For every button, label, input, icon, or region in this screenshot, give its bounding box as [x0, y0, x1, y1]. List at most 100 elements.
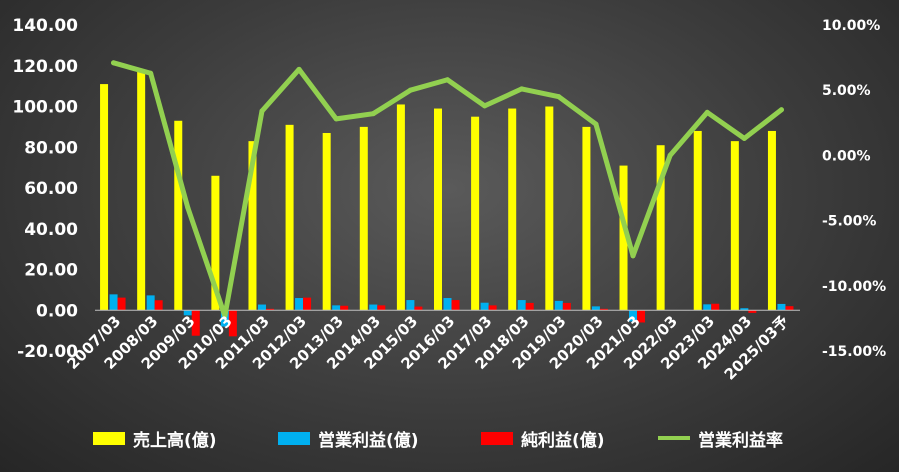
bar-net-profit: [191, 310, 200, 336]
bar-sales: [508, 108, 517, 311]
line-point: [482, 103, 488, 109]
right-tick-label: -15.00%: [822, 344, 886, 360]
bar-operating-profit: [183, 310, 192, 316]
bar-sales: [656, 145, 665, 311]
bar-sales: [545, 106, 554, 311]
bar-sales: [359, 126, 368, 311]
bar-net-profit: [228, 310, 237, 337]
left-tick-label: 20.00: [24, 261, 78, 281]
bar-operating-profit: [406, 300, 415, 311]
bar-net-profit: [525, 302, 534, 311]
bar-net-profit: [154, 300, 163, 311]
right-tick-label: 10.00%: [822, 18, 880, 34]
bar-operating-profit: [146, 295, 155, 311]
left-tick-label: 100.00: [12, 98, 78, 118]
legend-swatch-operating-profit: [278, 431, 310, 445]
bar-net-profit: [748, 310, 757, 313]
bar-net-profit: [377, 305, 386, 311]
line-point: [556, 94, 562, 100]
line-point: [111, 60, 117, 66]
x-axis: 2007/032008/032009/032010/032011/032012/…: [63, 312, 792, 383]
line-series: [111, 60, 784, 319]
bar-sales: [434, 108, 442, 311]
bar-operating-profit: [220, 310, 229, 327]
bar-sales: [471, 116, 480, 311]
bar-operating-profit: [777, 303, 786, 311]
bar-sales: [582, 126, 591, 311]
bar-operating-profit: [332, 305, 341, 311]
line-point: [185, 205, 191, 211]
left-tick-label: 120.00: [12, 57, 78, 77]
left-tick-label: 0.00: [36, 301, 78, 321]
line-point: [593, 121, 599, 127]
right-axis: -15.00% -10.00% -5.00% 0.00% 5.00% 10.00%: [822, 18, 886, 360]
legend-label-net-profit: 純利益(億): [521, 430, 605, 451]
bar-sales: [211, 175, 220, 311]
bar-sales: [322, 132, 331, 311]
bar-operating-profit: [517, 300, 526, 311]
right-tick-label: 0.00%: [822, 148, 871, 164]
left-tick-label: 80.00: [24, 138, 78, 158]
legend: 売上高(億) 営業利益(億) 純利益(億) 営業利益率: [0, 418, 899, 458]
left-axis: -20.00 0.00 20.00 40.00 60.00 80.00 100.00 120.…: [12, 16, 78, 362]
legend-label-sales: 売上高(億): [133, 430, 217, 451]
bar-net-profit: [265, 308, 274, 311]
bar-series: [100, 71, 794, 337]
legend-swatch-operating-margin: [658, 436, 690, 440]
legend-swatch-sales: [93, 431, 125, 445]
line-point: [148, 70, 154, 76]
bar-operating-profit: [295, 298, 304, 311]
right-tick-label: 5.00%: [822, 83, 871, 99]
line-point: [370, 111, 376, 117]
line-point: [296, 66, 302, 72]
bar-operating-profit: [257, 304, 266, 311]
legend-item-net-profit: 純利益(億): [481, 418, 605, 458]
bar-net-profit: [785, 306, 794, 311]
line-point: [222, 313, 228, 319]
bar-net-profit: [711, 303, 720, 311]
line-point: [519, 86, 525, 92]
legend-label-operating-profit: 営業利益(億): [318, 430, 419, 451]
bar-sales: [767, 130, 776, 311]
bar-operating-profit: [703, 304, 712, 311]
right-tick-label: -10.00%: [822, 279, 886, 295]
legend-swatch-net-profit: [481, 431, 513, 445]
bar-net-profit: [414, 306, 423, 311]
bar-net-profit: [117, 297, 126, 311]
bar-sales: [693, 130, 702, 311]
left-tick-label: 140.00: [12, 16, 78, 36]
bar-operating-profit: [554, 300, 563, 311]
bar-net-profit: [303, 297, 312, 311]
line-point: [630, 253, 636, 259]
bar-net-profit: [562, 302, 571, 311]
line-point: [259, 108, 265, 114]
bar-net-profit: [599, 308, 608, 311]
legend-item-operating-profit: 営業利益(億): [278, 418, 419, 458]
line-point: [407, 87, 413, 93]
line-point: [778, 107, 784, 113]
line-point: [445, 77, 450, 83]
line-point: [667, 152, 673, 158]
bar-net-profit: [451, 300, 460, 311]
bar-sales: [285, 124, 294, 311]
left-tick-label: -20.00: [17, 342, 78, 362]
bar-operating-profit: [480, 302, 489, 311]
bar-net-profit: [340, 305, 349, 311]
bar-sales: [100, 84, 109, 311]
bar-operating-profit: [109, 294, 118, 311]
bar-net-profit: [488, 305, 497, 311]
bar-operating-profit: [740, 308, 749, 311]
bar-operating-profit: [443, 298, 452, 311]
bar-sales: [619, 165, 628, 311]
bar-sales: [137, 71, 146, 311]
left-tick-label: 40.00: [24, 220, 78, 240]
right-tick-label: -5.00%: [822, 214, 876, 230]
bar-sales: [248, 141, 257, 311]
legend-item-operating-margin: 営業利益率: [658, 418, 783, 458]
left-tick-label: 60.00: [24, 179, 78, 199]
bar-sales: [174, 120, 183, 311]
line-point: [333, 116, 339, 122]
bar-operating-profit: [629, 310, 638, 322]
bar-operating-profit: [369, 304, 378, 311]
